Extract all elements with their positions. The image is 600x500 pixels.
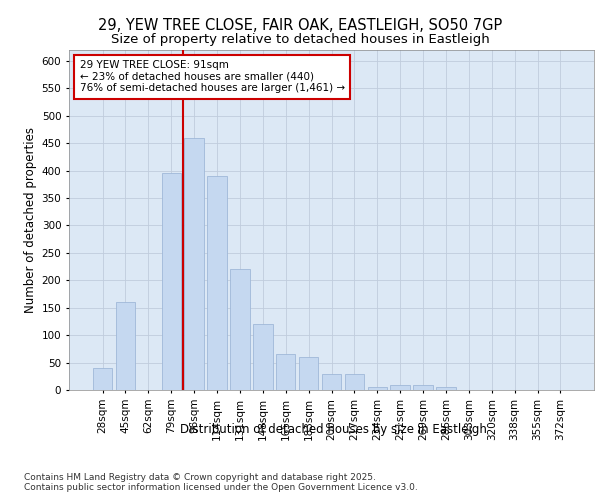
Bar xyxy=(208,176,227,390)
Bar xyxy=(253,324,272,390)
Bar xyxy=(184,138,204,390)
Bar xyxy=(276,354,295,390)
Bar xyxy=(93,368,112,390)
Bar xyxy=(344,374,364,390)
Bar xyxy=(116,302,135,390)
Bar xyxy=(322,374,341,390)
Bar xyxy=(299,357,319,390)
Bar xyxy=(436,388,455,390)
Bar xyxy=(230,270,250,390)
Text: Size of property relative to detached houses in Eastleigh: Size of property relative to detached ho… xyxy=(110,32,490,46)
Text: Contains HM Land Registry data © Crown copyright and database right 2025.
Contai: Contains HM Land Registry data © Crown c… xyxy=(24,472,418,492)
Text: Distribution of detached houses by size in Eastleigh: Distribution of detached houses by size … xyxy=(179,422,487,436)
Bar xyxy=(368,388,387,390)
Bar xyxy=(413,384,433,390)
Text: 29, YEW TREE CLOSE, FAIR OAK, EASTLEIGH, SO50 7GP: 29, YEW TREE CLOSE, FAIR OAK, EASTLEIGH,… xyxy=(98,18,502,32)
Y-axis label: Number of detached properties: Number of detached properties xyxy=(25,127,37,313)
Bar xyxy=(391,384,410,390)
Text: 29 YEW TREE CLOSE: 91sqm
← 23% of detached houses are smaller (440)
76% of semi-: 29 YEW TREE CLOSE: 91sqm ← 23% of detach… xyxy=(79,60,344,94)
Bar xyxy=(161,174,181,390)
